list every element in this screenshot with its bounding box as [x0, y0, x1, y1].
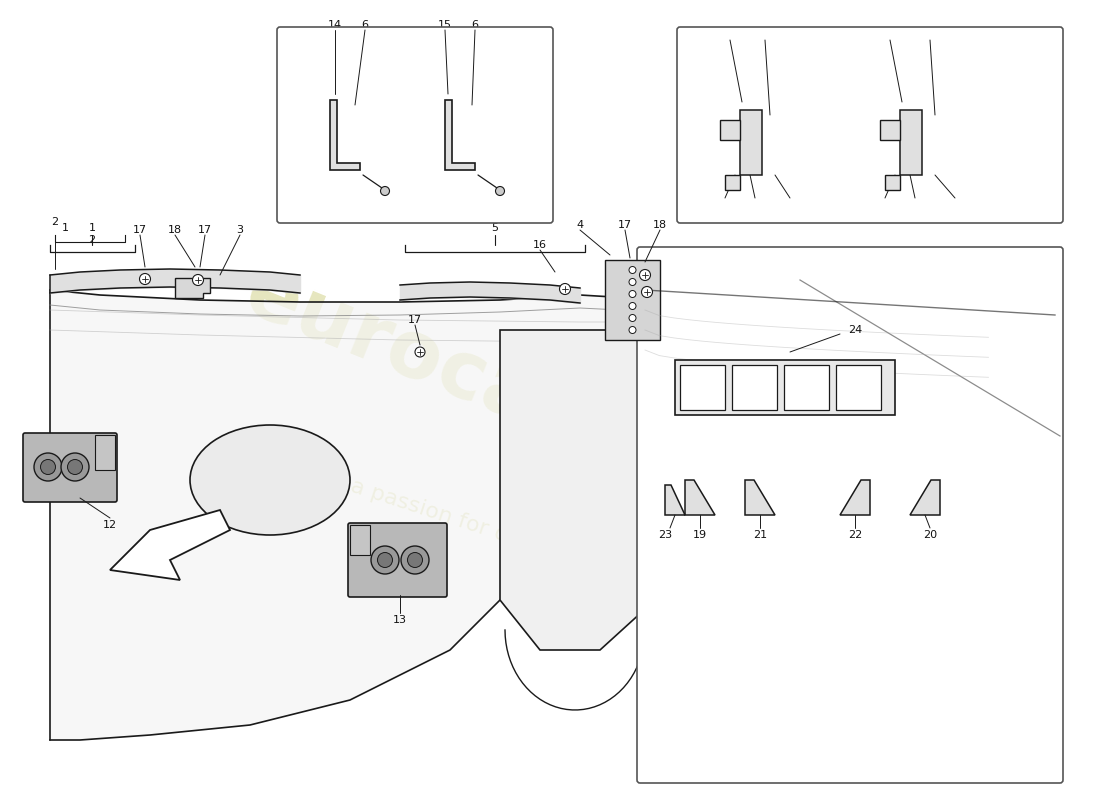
Text: 2: 2 — [88, 235, 96, 245]
Text: 23: 23 — [658, 530, 672, 540]
Text: a passion for quality since 1985: a passion for quality since 1985 — [348, 475, 692, 605]
Text: 9: 9 — [786, 200, 793, 210]
Circle shape — [377, 553, 393, 567]
Polygon shape — [175, 278, 210, 298]
Bar — [880, 120, 900, 140]
Text: 15: 15 — [438, 20, 452, 30]
Bar — [886, 175, 900, 190]
Text: 13: 13 — [393, 615, 407, 625]
Text: 11: 11 — [718, 200, 732, 210]
Circle shape — [930, 115, 940, 125]
Polygon shape — [840, 480, 870, 515]
Text: 16: 16 — [534, 240, 547, 250]
Polygon shape — [910, 480, 940, 515]
FancyBboxPatch shape — [23, 433, 117, 502]
Polygon shape — [605, 260, 660, 340]
Text: 9: 9 — [952, 200, 958, 210]
Text: 22: 22 — [848, 530, 862, 540]
Text: 24: 24 — [848, 325, 862, 335]
Bar — [740, 110, 762, 175]
Text: 21: 21 — [752, 530, 767, 540]
Circle shape — [923, 165, 933, 175]
Ellipse shape — [190, 425, 350, 535]
Text: 1: 1 — [62, 223, 68, 233]
Text: 4: 4 — [576, 220, 584, 230]
Polygon shape — [446, 100, 475, 170]
Text: 6: 6 — [362, 20, 369, 30]
Text: 7: 7 — [726, 30, 734, 40]
Polygon shape — [685, 480, 715, 515]
Circle shape — [34, 453, 62, 481]
Circle shape — [925, 140, 935, 150]
Bar — [732, 365, 777, 410]
Text: 17: 17 — [408, 315, 422, 325]
Circle shape — [67, 459, 82, 474]
Text: 11: 11 — [878, 200, 892, 210]
FancyBboxPatch shape — [676, 27, 1063, 223]
Bar — [784, 365, 829, 410]
Text: 2: 2 — [52, 217, 58, 227]
Polygon shape — [745, 480, 776, 515]
Polygon shape — [110, 510, 230, 580]
Circle shape — [407, 553, 422, 567]
Circle shape — [560, 283, 571, 294]
Circle shape — [192, 274, 204, 286]
Bar — [900, 110, 922, 175]
Circle shape — [629, 302, 636, 310]
Bar — [836, 365, 881, 410]
FancyBboxPatch shape — [348, 523, 447, 597]
Circle shape — [639, 270, 650, 281]
FancyBboxPatch shape — [277, 27, 553, 223]
Polygon shape — [500, 330, 654, 650]
Circle shape — [402, 546, 429, 574]
Text: 8: 8 — [887, 30, 893, 40]
Polygon shape — [350, 525, 370, 555]
Text: 6: 6 — [926, 30, 934, 40]
Circle shape — [629, 326, 636, 334]
Circle shape — [763, 165, 773, 175]
FancyBboxPatch shape — [637, 247, 1063, 783]
Circle shape — [629, 278, 636, 286]
Circle shape — [770, 115, 780, 125]
Text: 1: 1 — [88, 223, 96, 233]
Text: 5: 5 — [492, 223, 498, 233]
Text: 18: 18 — [168, 225, 183, 235]
Circle shape — [444, 103, 453, 113]
Circle shape — [764, 140, 776, 150]
Text: 6: 6 — [761, 30, 769, 40]
Polygon shape — [666, 485, 685, 515]
Text: 17: 17 — [198, 225, 212, 235]
Circle shape — [629, 314, 636, 322]
Circle shape — [641, 286, 652, 298]
Text: 14: 14 — [328, 20, 342, 30]
Circle shape — [629, 266, 636, 274]
Circle shape — [140, 274, 151, 285]
Circle shape — [60, 453, 89, 481]
Text: 10: 10 — [908, 200, 922, 210]
Text: 19: 19 — [693, 530, 707, 540]
Text: 18: 18 — [653, 220, 667, 230]
Text: 20: 20 — [923, 530, 937, 540]
Text: 3: 3 — [236, 225, 243, 235]
Bar — [725, 175, 740, 190]
Text: 12: 12 — [103, 520, 117, 530]
Polygon shape — [330, 100, 360, 170]
Text: 6: 6 — [472, 20, 478, 30]
Circle shape — [381, 186, 389, 195]
Bar — [680, 365, 725, 410]
Text: 10: 10 — [748, 200, 762, 210]
Polygon shape — [50, 290, 654, 740]
Bar — [720, 120, 740, 140]
Circle shape — [415, 347, 425, 357]
Text: eurocarparts: eurocarparts — [233, 254, 807, 546]
Circle shape — [495, 186, 505, 195]
Circle shape — [329, 103, 338, 113]
Text: 17: 17 — [133, 225, 147, 235]
Circle shape — [41, 459, 55, 474]
Circle shape — [629, 290, 636, 298]
Polygon shape — [95, 435, 116, 470]
Bar — [675, 360, 895, 415]
Circle shape — [371, 546, 399, 574]
Text: 17: 17 — [618, 220, 632, 230]
